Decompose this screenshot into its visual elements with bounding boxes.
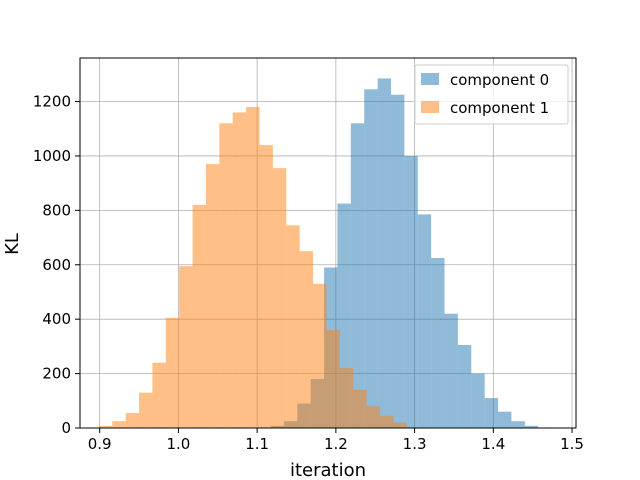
histogram-bar-component-0: [390, 94, 405, 429]
x-tick-label: 0.9: [88, 435, 112, 453]
legend-box: [414, 64, 569, 125]
histogram-bar-component-0: [471, 373, 485, 428]
histogram-bar-component-0: [457, 345, 472, 428]
y-tick-label: 600: [42, 256, 71, 274]
histogram-bar-component-0: [511, 421, 525, 428]
histogram-bar-component-0: [524, 425, 539, 428]
legend-swatch-component-1: [421, 101, 439, 113]
y-tick-label: 0: [61, 419, 71, 437]
legend: component 0 component 1: [414, 64, 569, 125]
histogram-bar-component-1: [272, 168, 287, 428]
histogram-bar-component-1: [326, 330, 340, 428]
histogram-bar-component-0: [417, 214, 432, 428]
histogram-bar-component-1: [339, 368, 354, 428]
histogram-bar-component-0: [498, 411, 512, 428]
histogram-bar-component-1: [165, 317, 180, 428]
histogram-bar-component-1: [192, 204, 206, 428]
legend-label-component-0: component 0: [450, 71, 549, 89]
x-tick-label: 1.1: [245, 435, 269, 453]
histogram-bar-component-1: [246, 106, 260, 429]
x-axis-title: iteration: [290, 460, 366, 480]
histogram-bar-component-1: [125, 413, 140, 428]
plot-area-border: [79, 57, 577, 429]
histogram-bar-component-1: [152, 362, 166, 428]
ticks-layer: 0.9 1.0 1.1 1.2 1.3 1.4 1.5 0 200 400 600 800 1000 12…: [33, 93, 584, 453]
histogram-bar-component-1: [259, 145, 273, 428]
histogram-bar-component-0: [350, 123, 365, 428]
y-tick-label: 1200: [33, 93, 71, 111]
bars-layer: [98, 78, 552, 429]
histogram-bar-component-0: [364, 89, 378, 428]
histogram-bar-component-1: [353, 389, 367, 428]
histogram-bar-component-1: [232, 112, 247, 428]
histogram-bar-component-1: [205, 164, 220, 428]
y-tick-label: 800: [42, 201, 71, 219]
histogram-bar-component-0: [444, 313, 458, 428]
legend-label-component-1: component 1: [450, 99, 549, 117]
histogram-bar-component-1: [179, 266, 193, 428]
histogram-bar-component-0: [377, 78, 391, 428]
x-tick-label: 1.3: [403, 435, 427, 453]
histogram-bar-component-1: [98, 425, 113, 428]
histogram-bar-component-0: [431, 257, 445, 428]
y-axis-title: KL: [2, 233, 23, 255]
histogram-bar-component-1: [286, 225, 300, 428]
y-tick-label: 1000: [33, 147, 71, 165]
histogram-bar-component-1: [299, 251, 314, 428]
histogram-bar-component-1: [393, 422, 407, 428]
x-tick-label: 1.4: [481, 435, 505, 453]
x-tick-label: 1.2: [324, 435, 348, 453]
histogram-bar-component-1: [219, 123, 233, 428]
x-tick-label: 1.0: [166, 435, 190, 453]
histogram-bar-component-1: [366, 406, 380, 428]
histogram-bar-component-0: [484, 398, 499, 428]
y-tick-label: 400: [42, 310, 71, 328]
histogram-bar-component-1: [139, 392, 153, 428]
y-tick-label: 200: [42, 365, 71, 383]
legend-swatch-component-0: [421, 73, 439, 85]
axes-frame: [79, 57, 577, 429]
histogram-bar-component-0: [404, 155, 418, 429]
histogram-bar-component-1: [313, 283, 327, 428]
x-tick-label: 1.5: [560, 435, 584, 453]
histogram-bar-component-1: [112, 421, 126, 428]
histogram-bar-component-1: [379, 415, 394, 428]
